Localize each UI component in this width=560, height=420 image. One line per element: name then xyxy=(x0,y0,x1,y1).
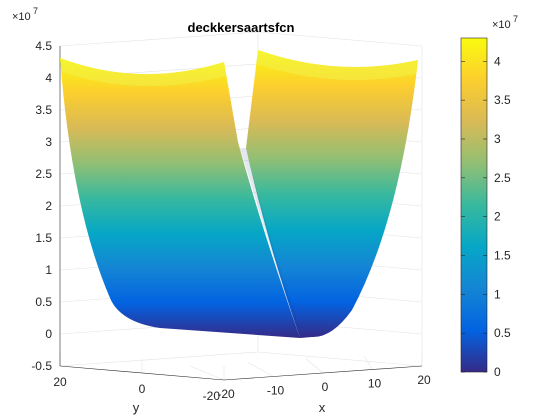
colorbar-ticks: 0 0.5 1 1.5 2 2.5 3 3.5 4 xyxy=(461,54,511,379)
z-tick-5: 2 xyxy=(45,199,52,213)
x-tick-2: 0 xyxy=(322,380,329,394)
chart-title: deckkersaartsfcn xyxy=(188,20,295,35)
y-axis-line xyxy=(59,365,225,381)
colorbar-tick-0: 0 xyxy=(494,365,501,379)
colorbar-tick-7: 3.5 xyxy=(494,93,511,107)
z-tick-10: 4.5 xyxy=(35,39,52,53)
z-tick-3: 1 xyxy=(45,263,52,277)
z-exponent: ×10 7 xyxy=(12,6,38,23)
colorbar-tick-5: 2.5 xyxy=(494,171,511,185)
x-tick-1: -10 xyxy=(267,384,285,398)
colorbar-exponent-base: ×10 xyxy=(492,19,511,31)
x-tick-labels: -20 -10 0 10 20 xyxy=(217,373,431,401)
x-grid-line-0 xyxy=(189,365,225,381)
z-grid-line-back-0 xyxy=(257,351,423,367)
colorbar-tick-8: 4 xyxy=(494,54,501,68)
z-tick-9: 4 xyxy=(45,71,52,85)
x-axis-line xyxy=(223,365,423,381)
z-tick-1: 0 xyxy=(45,327,52,341)
y-tick-2: -20 xyxy=(203,389,221,403)
x-tick-3: 10 xyxy=(368,377,382,391)
colorbar-tick-1: 0.5 xyxy=(494,326,511,340)
z-tick-4: 1.5 xyxy=(35,231,52,245)
x-tick-4: 20 xyxy=(417,373,431,387)
x-grid-line-2 xyxy=(305,358,324,374)
surface-plot xyxy=(60,50,418,338)
x-grid-line-1 xyxy=(247,362,274,377)
x-tick-0: -20 xyxy=(217,387,235,401)
z-tick-0: -0.5 xyxy=(31,359,52,373)
z-tick-2: 0.5 xyxy=(35,295,52,309)
surface-right-lobe xyxy=(246,50,418,338)
y-tick-1: 0 xyxy=(139,382,146,396)
z-exponent-base: ×10 xyxy=(12,11,31,23)
colorbar: 0 0.5 1 1.5 2 2.5 3 3.5 4 ×10 7 xyxy=(460,14,518,379)
z-grid-line-10 xyxy=(59,31,259,47)
colorbar-tick-3: 1.5 xyxy=(494,248,511,262)
y-tick-labels: 20 0 -20 xyxy=(53,375,220,403)
z-grid-line-back-10 xyxy=(257,31,423,47)
colorbar-fill xyxy=(460,37,488,373)
z-grid-line-0 xyxy=(59,351,259,367)
surface-left-rim xyxy=(60,58,226,87)
z-tick-7: 3 xyxy=(45,135,52,149)
x-axis-label: x xyxy=(319,400,326,415)
colorbar-tick-4: 2 xyxy=(494,210,501,224)
z-tick-8: 3.5 xyxy=(35,103,52,117)
colorbar-exponent-power: 7 xyxy=(513,14,518,24)
z-tick-labels: -0.5 0 0.5 1 1.5 2 2.5 3 3.5 4 4.5 xyxy=(31,39,52,373)
y-tick-0: 20 xyxy=(53,375,67,389)
colorbar-tick-2: 1 xyxy=(494,287,501,301)
y-axis-label: y xyxy=(133,400,140,415)
surface-right-rim xyxy=(256,50,418,81)
surface-fold-shadow xyxy=(240,148,304,338)
colorbar-tick-6: 3 xyxy=(494,132,501,146)
surface-left-lobe xyxy=(60,58,300,338)
z-exponent-power: 7 xyxy=(33,6,38,16)
z-tick-6: 2.5 xyxy=(35,167,52,181)
x-grid-line-3 xyxy=(363,355,373,370)
